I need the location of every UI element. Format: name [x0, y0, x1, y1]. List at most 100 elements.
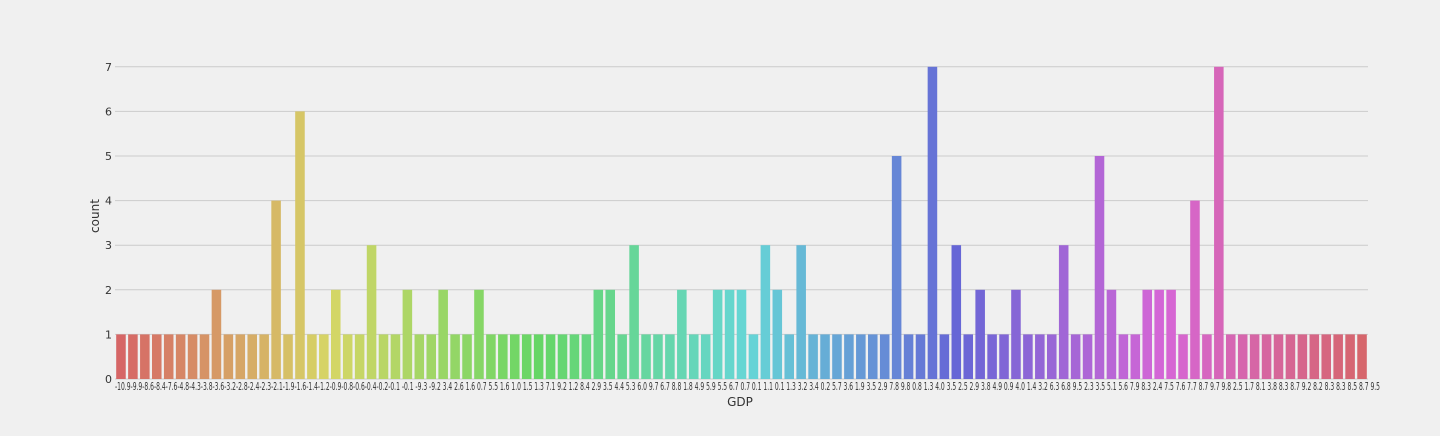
- bar: [724, 289, 735, 379]
- bar: [677, 289, 687, 379]
- bar: [247, 334, 258, 379]
- bar: [832, 334, 842, 379]
- y-tick-label: 1: [105, 328, 112, 341]
- bar: [1082, 334, 1093, 379]
- bar: [963, 334, 974, 379]
- bar: [1273, 334, 1284, 379]
- bar: [1297, 334, 1308, 379]
- bar: [665, 334, 675, 379]
- bar: [223, 334, 234, 379]
- bar: [1225, 334, 1236, 379]
- bar: [999, 334, 1009, 379]
- bar: [366, 245, 377, 379]
- bar: [927, 66, 938, 380]
- bar: [1035, 334, 1045, 379]
- bar: [1285, 334, 1296, 379]
- bar: [903, 334, 914, 379]
- bar: [354, 334, 365, 379]
- bar: [319, 334, 329, 379]
- bar: [581, 334, 592, 379]
- bar: [498, 334, 508, 379]
- bar: [1345, 334, 1355, 379]
- bar: [1249, 334, 1260, 379]
- bar: [342, 334, 353, 379]
- bar: [1166, 289, 1176, 379]
- bar: [867, 334, 878, 379]
- bar: [736, 289, 747, 379]
- bar: [402, 289, 413, 379]
- y-tick-label: 5: [105, 150, 112, 163]
- bar: [271, 200, 281, 379]
- bar: [1142, 289, 1153, 379]
- bar: [426, 334, 437, 379]
- bar: [796, 245, 806, 379]
- bar: [1321, 334, 1332, 379]
- bar: [1309, 334, 1320, 379]
- bar: [879, 334, 890, 379]
- y-tick-label: 0: [105, 373, 112, 386]
- bar: [1333, 334, 1343, 379]
- bar: [975, 289, 985, 379]
- bar: [641, 334, 651, 379]
- bar: [1023, 334, 1033, 379]
- bar: [593, 289, 604, 379]
- bar: [1261, 334, 1272, 379]
- bar: [1154, 289, 1164, 379]
- bar: [748, 334, 759, 379]
- bar: [163, 334, 174, 379]
- bar: [175, 334, 186, 379]
- bars: [116, 66, 1367, 380]
- y-tick-labels: 0 1 2 3 4 5 6 7: [105, 61, 112, 386]
- bar: [259, 334, 269, 379]
- bar: [939, 334, 950, 379]
- bar: [462, 334, 472, 379]
- x-tick-labels: -10.9-9.9-8.6-8.4-7.6-4.8-4.3-3.8-3.6-3.…: [115, 381, 1380, 393]
- bar: [116, 334, 126, 379]
- bar: [1058, 245, 1069, 379]
- bar: [1178, 334, 1188, 379]
- bar: [211, 289, 222, 379]
- bar: [688, 334, 699, 379]
- bar: [1190, 200, 1200, 379]
- bar: [438, 289, 448, 379]
- bar: [151, 334, 162, 379]
- bar: [509, 334, 520, 379]
- bar: [486, 334, 496, 379]
- y-tick-label: 2: [105, 284, 112, 297]
- bar: [915, 334, 926, 379]
- bar: [1237, 334, 1248, 379]
- bar: [533, 334, 544, 379]
- bar: [1118, 334, 1129, 379]
- bar: [330, 289, 341, 379]
- bar: [474, 289, 484, 379]
- bar: [557, 334, 568, 379]
- y-tick-label: 7: [105, 61, 112, 74]
- bar: [1106, 289, 1117, 379]
- bar: [235, 334, 246, 379]
- bar: [414, 334, 425, 379]
- y-axis-label: count: [88, 199, 102, 233]
- bar: [1202, 334, 1212, 379]
- y-tick-label: 6: [105, 105, 112, 118]
- bar: [295, 111, 305, 380]
- bar: [1214, 66, 1224, 380]
- bar: [450, 334, 460, 379]
- bar: [784, 334, 795, 379]
- bar: [653, 334, 663, 379]
- bar: [856, 334, 866, 379]
- bar: [1070, 334, 1081, 379]
- bar: [390, 334, 401, 379]
- bar: [307, 334, 317, 379]
- bar: [891, 156, 902, 379]
- bar: [772, 289, 783, 379]
- bar: [128, 334, 138, 379]
- bar: [987, 334, 997, 379]
- bar: [187, 334, 198, 379]
- y-tick-label: 4: [105, 195, 112, 208]
- bar: [820, 334, 830, 379]
- bar: [1130, 334, 1141, 379]
- bar: [140, 334, 150, 379]
- bar: [760, 245, 771, 379]
